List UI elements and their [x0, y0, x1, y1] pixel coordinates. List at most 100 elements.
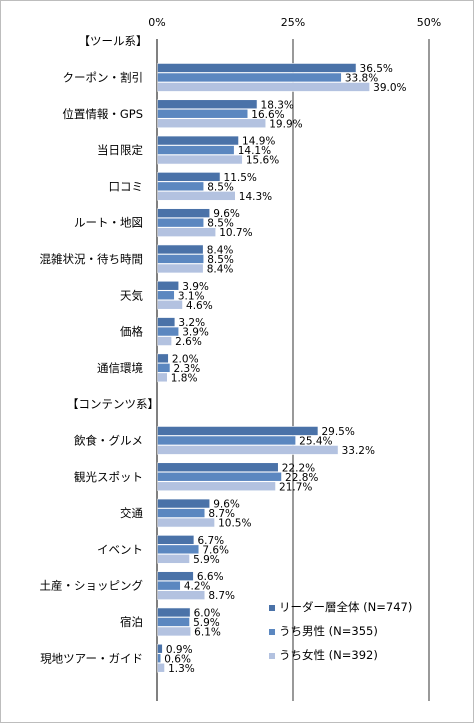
data-label: 0.9% [166, 644, 193, 656]
data-label: 5.9% [193, 554, 220, 566]
data-label: 8.5% [207, 181, 234, 193]
data-labels: 36.5%33.8%39.0% 18.3%16.6%19.9% 14.9%14.1%… [164, 63, 406, 675]
bar [157, 554, 190, 564]
data-label: 6.1% [194, 626, 221, 638]
bar [157, 626, 191, 637]
data-label: 2.6% [175, 336, 202, 348]
bar [157, 363, 171, 373]
category-label: 当日限定 [97, 143, 143, 157]
data-label: 39.0% [373, 82, 406, 94]
legend-label: うち女性 (N=392) [279, 648, 378, 662]
bar [157, 498, 211, 509]
data-label: 11.5% [224, 172, 257, 184]
data-label: 15.6% [246, 155, 279, 167]
category-label: イベント [97, 542, 143, 556]
bar [157, 662, 165, 673]
x-axis-ticks: 0% 25% 50% [148, 16, 441, 29]
legend: リーダー層全体 (N=747) うち男性 (N=355) うち女性 (N=392) [269, 600, 412, 662]
data-label: 8.5% [207, 254, 234, 266]
bar [157, 82, 370, 92]
bar [157, 372, 168, 383]
data-label: 4.2% [184, 581, 211, 593]
data-label: 8.7% [208, 508, 235, 520]
category-label: 混雑状況・待ち時間 [40, 252, 144, 266]
bar [157, 571, 194, 581]
data-label: 10.5% [218, 518, 251, 530]
data-label: 19.9% [269, 118, 302, 130]
data-label: 3.9% [182, 281, 209, 293]
data-label: 0.6% [164, 653, 191, 665]
data-label: 33.2% [342, 445, 375, 457]
x-tick-label: 0% [148, 16, 165, 29]
data-label: 18.3% [261, 99, 294, 111]
category-label: クーポン・割引 [63, 70, 144, 84]
bar [157, 154, 243, 165]
bar [157, 263, 204, 274]
data-label: 2.3% [174, 363, 201, 375]
data-label: 1.3% [168, 663, 195, 675]
category-label: 観光スポット [74, 470, 143, 484]
bar [157, 445, 339, 455]
bar [157, 108, 249, 119]
data-label: 8.7% [208, 590, 235, 602]
category-label: 口コミ [109, 179, 144, 193]
data-label: 36.5% [360, 63, 393, 75]
bar [157, 118, 267, 129]
bar [157, 208, 211, 218]
data-label: 8.5% [207, 218, 234, 230]
data-label: 7.6% [202, 544, 229, 556]
data-label: 5.9% [193, 617, 220, 629]
bar [157, 63, 357, 73]
data-label: 8.4% [207, 263, 234, 275]
bar [157, 172, 221, 182]
bar [157, 145, 235, 155]
data-label: 10.7% [219, 227, 252, 239]
bar [157, 544, 200, 555]
bar [157, 435, 296, 446]
data-label: 16.6% [251, 109, 284, 121]
data-label: 3.1% [178, 290, 205, 302]
legend-swatch [269, 629, 275, 635]
legend-swatch [269, 605, 275, 611]
legend-swatch [269, 653, 275, 659]
data-label: 2.0% [172, 353, 199, 365]
category-label: 土産・ショッピング [40, 579, 144, 593]
data-label: 6.7% [197, 535, 224, 547]
x-tick-label: 50% [417, 16, 441, 29]
data-label: 14.3% [239, 191, 272, 203]
data-label: 4.6% [186, 300, 213, 312]
bar [157, 653, 162, 664]
data-label: 9.6% [213, 499, 240, 511]
x-tick-label: 25% [281, 16, 305, 29]
bar [157, 481, 276, 492]
bar [157, 227, 217, 237]
bar [157, 580, 181, 591]
bar [157, 280, 180, 291]
group-header: 【ツール系】 [79, 34, 148, 48]
category-label: 宿泊 [120, 615, 143, 629]
group-header: 【コンテンツ系】 [67, 397, 159, 411]
bar [157, 607, 191, 618]
data-label: 29.5% [321, 426, 354, 438]
bar [157, 317, 176, 327]
data-label: 6.6% [197, 571, 224, 583]
bar [157, 290, 175, 301]
category-label: 位置情報・GPS [62, 107, 143, 121]
category-label: 通信環境 [97, 361, 143, 375]
data-label: 22.8% [285, 472, 318, 484]
data-label: 9.6% [213, 208, 240, 220]
bar [157, 508, 206, 518]
bar [157, 535, 195, 545]
bar [157, 517, 215, 528]
legend-label: リーダー層全体 (N=747) [279, 600, 412, 614]
bar [157, 643, 163, 654]
category-label: 価格 [120, 325, 143, 339]
bar [157, 299, 183, 310]
bar [157, 590, 206, 600]
category-label: 天気 [120, 288, 143, 302]
data-label: 22.2% [282, 462, 315, 474]
data-label: 3.2% [178, 317, 205, 329]
